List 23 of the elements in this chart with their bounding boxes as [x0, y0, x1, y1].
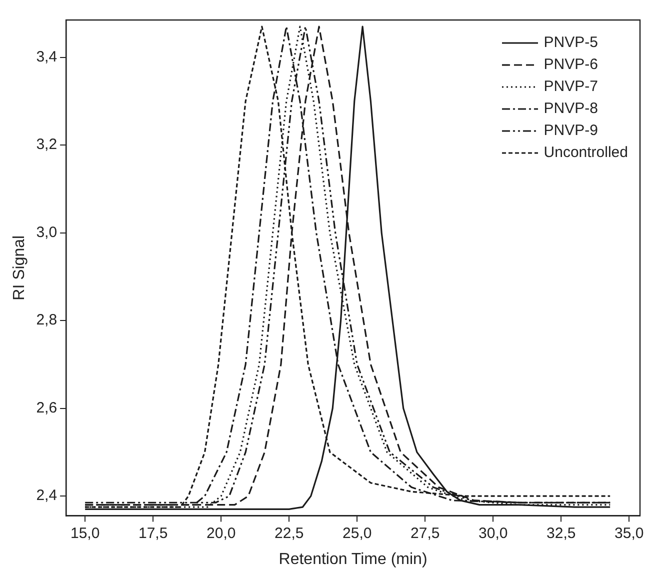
y-tick-label: 2,4	[36, 487, 58, 504]
x-tick-label: 25,0	[342, 524, 372, 542]
x-tick-label: 27,5	[410, 524, 440, 542]
x-tick-label: 32,5	[546, 524, 576, 542]
x-tick-label: 35,0	[614, 524, 644, 542]
x-tick-label: 17,5	[138, 524, 168, 542]
x-tick-label: 30,0	[478, 524, 508, 542]
y-axis-title: RI Signal	[11, 235, 28, 300]
x-axis-title: Retention Time (min)	[278, 550, 428, 568]
y-tick-label: 3,4	[36, 48, 58, 66]
x-tick-label: 20,0	[206, 524, 236, 542]
legend-label: PNVP-9	[544, 121, 598, 141]
x-tick-label: 22,5	[274, 524, 304, 542]
legend-label: PNVP-7	[544, 77, 598, 97]
y-tick-label: 3,0	[36, 224, 58, 241]
legend-label: PNVP-6	[544, 55, 598, 75]
x-tick-label: 15,0	[70, 524, 100, 542]
legend-label: PNVP-8	[544, 99, 598, 119]
y-tick-label: 3,2	[36, 136, 58, 154]
y-tick-label: 2,6	[36, 399, 58, 416]
y-tick-label: 2,8	[36, 312, 58, 329]
legend-label: Uncontrolled	[544, 143, 628, 163]
legend-label: PNVP-5	[544, 33, 598, 53]
